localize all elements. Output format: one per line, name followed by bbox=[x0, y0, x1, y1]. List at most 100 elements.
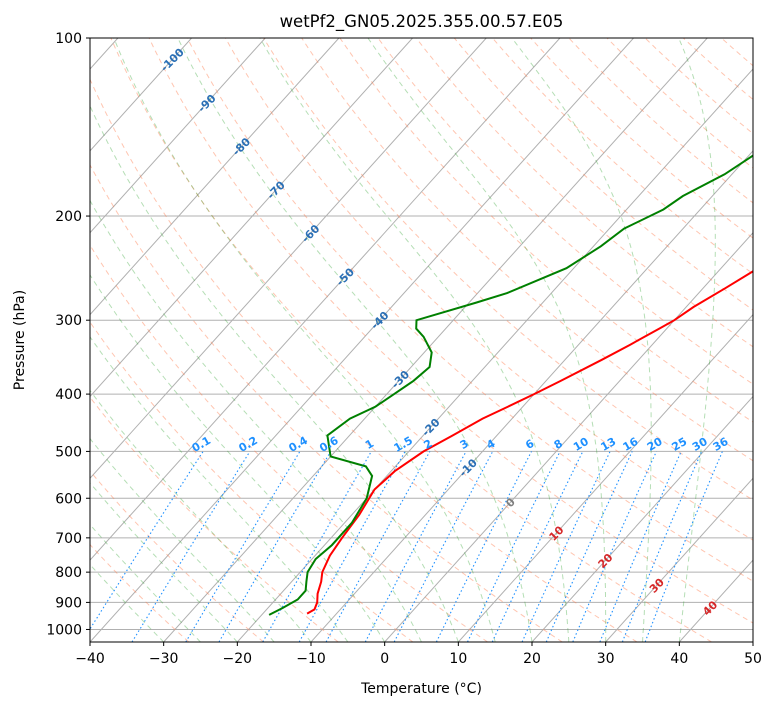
mixing-ratio-line bbox=[599, 451, 682, 642]
x-tick-label: 40 bbox=[670, 651, 688, 667]
dry-adiabat bbox=[90, 543, 190, 642]
moist-adiabat bbox=[90, 389, 312, 642]
dry-adiabat bbox=[644, 38, 753, 135]
x-tick-label: −30 bbox=[149, 651, 179, 667]
mixing-ratio-line bbox=[185, 451, 301, 642]
x-tick-label: −10 bbox=[296, 651, 326, 667]
x-axis-label: Temperature (°C) bbox=[360, 681, 482, 697]
dry-adiabat bbox=[90, 396, 339, 642]
y-tick-label: 1000 bbox=[46, 622, 82, 638]
y-tick-label: 300 bbox=[55, 313, 82, 329]
mixing-ratio-line bbox=[364, 451, 467, 642]
dry-adiabat bbox=[568, 38, 753, 204]
y-tick-label: 700 bbox=[55, 531, 82, 547]
isotherm-line bbox=[678, 559, 753, 642]
x-tick-label: 0 bbox=[380, 651, 389, 667]
isotherm-line bbox=[90, 38, 266, 234]
x-tick-label: 50 bbox=[744, 651, 762, 667]
dry-adiabat bbox=[339, 38, 753, 423]
mixing-ratio-line bbox=[90, 451, 204, 631]
dry-adiabat bbox=[415, 38, 753, 348]
mixing-ratio-label: 3 bbox=[458, 437, 471, 452]
y-tick-label: 800 bbox=[55, 565, 82, 581]
dry-adiabat bbox=[90, 163, 563, 642]
moist-adiabat bbox=[90, 523, 201, 642]
chart-title: wetPf2_GN05.2025.355.00.57.E05 bbox=[280, 12, 564, 32]
moist-adiabat bbox=[90, 437, 275, 642]
mixing-ratio-line bbox=[644, 451, 723, 642]
temperature-profile-line bbox=[306, 270, 753, 615]
x-tick-label: −20 bbox=[223, 651, 253, 667]
line-labels: 0.1 0.2 0.4 0.6 1 1.5 2 3 4 6 8 10 13 16 20 25 30 36-100-… bbox=[158, 45, 731, 618]
moist-adiabat bbox=[678, 38, 716, 642]
isotherm-label: -100 bbox=[158, 45, 187, 74]
isotherm-line bbox=[457, 313, 753, 642]
dry-adiabat bbox=[530, 38, 753, 239]
x-tick-label: 20 bbox=[523, 651, 541, 667]
dry-adiabat bbox=[301, 38, 753, 462]
dry-adiabat bbox=[90, 321, 414, 642]
isotherm-line bbox=[605, 477, 753, 642]
mixing-ratio-line bbox=[621, 451, 703, 642]
mixing-ratio-line bbox=[262, 451, 372, 642]
dry-adiabat bbox=[492, 38, 753, 275]
y-tick-label: 500 bbox=[55, 444, 82, 460]
mixing-ratio-label: 4 bbox=[484, 437, 497, 452]
dry-adiabat bbox=[90, 78, 638, 642]
isotherm-line bbox=[90, 38, 634, 642]
moist-adiabat bbox=[90, 199, 422, 642]
moist-adiabat bbox=[90, 335, 349, 642]
mixing-ratio-line bbox=[131, 451, 251, 642]
mixing-ratio-line bbox=[325, 451, 431, 642]
dry-adiabat bbox=[263, 38, 753, 501]
isotherm-line bbox=[236, 68, 753, 642]
isotherm-line bbox=[90, 38, 340, 316]
mixing-ratio-line bbox=[545, 451, 633, 642]
moist-adiabat bbox=[90, 482, 238, 642]
moist-adiabat bbox=[367, 38, 607, 642]
dry-adiabat bbox=[90, 470, 264, 642]
dry-adiabat bbox=[721, 38, 753, 67]
dry-adiabat bbox=[453, 38, 753, 311]
isotherm-line bbox=[163, 38, 708, 642]
dry-adiabat bbox=[110, 38, 712, 642]
y-tick-label: 200 bbox=[55, 209, 82, 225]
moist-adiabat bbox=[177, 38, 533, 642]
y-axis-label: Pressure (hPa) bbox=[12, 290, 28, 390]
dry-adiabat bbox=[377, 38, 753, 385]
moist-adiabat bbox=[511, 38, 652, 642]
isotherm-line bbox=[90, 38, 487, 480]
mixing-ratio-line bbox=[491, 451, 584, 642]
dry-adiabat bbox=[606, 38, 753, 169]
dewpoint-profile-line bbox=[268, 154, 753, 616]
isotherm-line bbox=[90, 38, 413, 398]
moist-adiabat bbox=[259, 38, 570, 642]
profile-lines bbox=[268, 154, 753, 616]
dry-adiabat bbox=[186, 38, 753, 582]
y-tick-label: 600 bbox=[55, 491, 82, 507]
dry-adiabat bbox=[148, 38, 753, 624]
x-tick-label: −40 bbox=[75, 651, 105, 667]
y-tick-label: 400 bbox=[55, 387, 82, 403]
mixing-ratio-line bbox=[572, 451, 657, 642]
isotherm-line bbox=[752, 641, 753, 642]
y-tick-label: 900 bbox=[55, 595, 82, 611]
x-tick-label: 30 bbox=[597, 651, 615, 667]
isotherm-line bbox=[531, 395, 753, 642]
mixing-ratio-line bbox=[435, 451, 532, 642]
moist-adiabat bbox=[90, 104, 459, 642]
background-lines bbox=[90, 38, 753, 642]
plot-frame bbox=[89, 37, 754, 643]
x-tick-label: 10 bbox=[449, 651, 467, 667]
dry-adiabat bbox=[224, 38, 753, 541]
isotherm-line bbox=[90, 38, 192, 152]
moist-adiabat bbox=[90, 274, 386, 642]
moist-adiabat bbox=[90, 563, 165, 642]
dry-adiabat bbox=[90, 244, 488, 642]
mixing-ratio-line bbox=[467, 451, 561, 642]
dry-adiabat bbox=[682, 38, 753, 101]
isotherm-line bbox=[310, 150, 753, 642]
isotherm-line bbox=[90, 38, 561, 561]
